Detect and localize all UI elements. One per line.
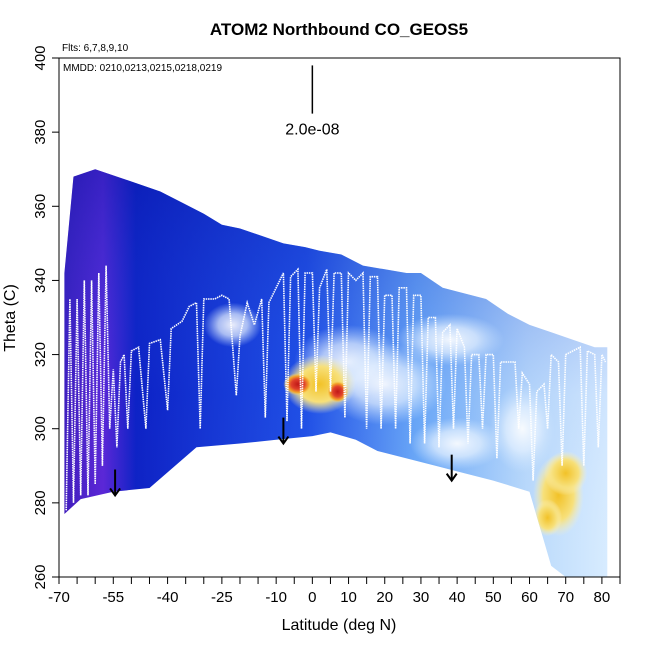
- x-tick-label: 70: [557, 589, 574, 606]
- y-tick-label: 300: [32, 416, 49, 441]
- chart-title: ATOM2 Northbound CO_GEOS5: [210, 20, 468, 39]
- x-tick-label: 40: [449, 589, 466, 606]
- co-hotspot-mid: [323, 343, 447, 426]
- co-field: [64, 169, 608, 577]
- y-tick-label: 280: [32, 490, 49, 515]
- arrow-head-0: [109, 487, 121, 498]
- x-axis-label: Latitude (deg N): [282, 617, 397, 634]
- x-tick-label: -70: [48, 589, 70, 606]
- co-hotspot-mid: [203, 302, 262, 348]
- y-tick-label: 380: [32, 120, 49, 145]
- flights-label: Flts: 6,7,8,9,10: [62, 43, 129, 54]
- x-tick-label: 10: [340, 589, 357, 606]
- y-tick-label: 320: [32, 342, 49, 367]
- x-tick-label: 0: [308, 589, 316, 606]
- x-tick-label: 80: [594, 589, 611, 606]
- y-tick-label: 360: [32, 194, 49, 219]
- x-tick-label: 20: [376, 589, 393, 606]
- y-tick-label: 400: [32, 45, 49, 70]
- arrow-head-1: [277, 435, 290, 446]
- y-tick-label: 260: [32, 564, 49, 589]
- x-tick-label: 30: [413, 589, 430, 606]
- x-tick-label: -55: [102, 589, 124, 606]
- arrow-head-2: [445, 473, 458, 483]
- y-tick-label: 340: [32, 268, 49, 293]
- x-tick-label: -40: [157, 589, 179, 606]
- co-hotspot-mid: [489, 384, 555, 474]
- dates-label: MMDD: 0210,0213,0215,0218,0219: [63, 63, 222, 74]
- co-hotspot-peak: [283, 373, 313, 396]
- co-hotspot-mid: [410, 417, 505, 470]
- co-hotspot-peak: [326, 380, 349, 403]
- plot-frame: [58, 57, 621, 578]
- x-tick-label: -10: [265, 589, 287, 606]
- co-hotspot-high: [533, 499, 563, 537]
- x-tick-label: -25: [211, 589, 233, 606]
- x-tick-label: 60: [521, 589, 538, 606]
- scale-bar-label: 2.0e-08: [285, 121, 339, 138]
- co-hotspot-high: [543, 450, 588, 496]
- x-tick-label: 50: [485, 589, 502, 606]
- y-axis-label: Theta (C): [2, 284, 19, 352]
